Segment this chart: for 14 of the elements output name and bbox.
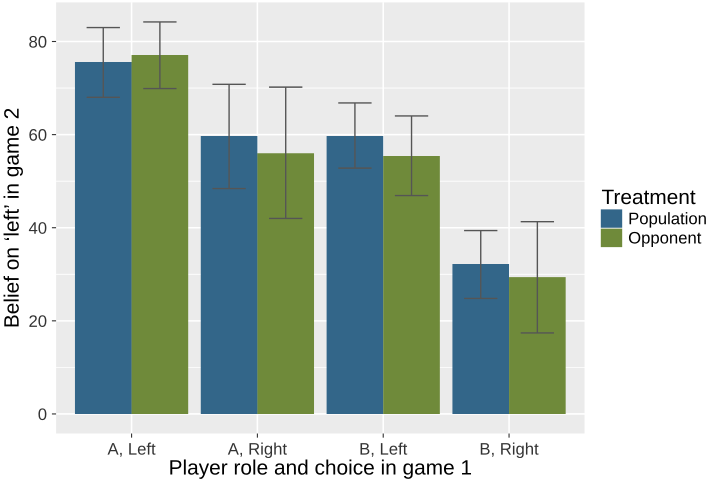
- x-axis-title: Player role and choice in game 1: [170, 459, 472, 479]
- legend-label: Population: [630, 212, 706, 228]
- y-tick-label: 20: [29, 315, 46, 328]
- x-tick-label: B, Right: [480, 442, 539, 458]
- x-tick-label: B, Left: [360, 442, 408, 457]
- y-tick-label: 0: [38, 408, 46, 420]
- y-tick-label: 60: [29, 129, 46, 141]
- x-tick-label: A, Left: [108, 442, 156, 457]
- legend-label: Opponent: [628, 232, 702, 247]
- y-tick-label: 40: [28, 222, 46, 234]
- y-axis-title: Belief on ‘left’ in game 2: [4, 108, 23, 326]
- legend-title: Treatment: [602, 190, 696, 204]
- x-tick-label: A, Right: [228, 442, 287, 458]
- y-tick-label: 80: [29, 36, 46, 48]
